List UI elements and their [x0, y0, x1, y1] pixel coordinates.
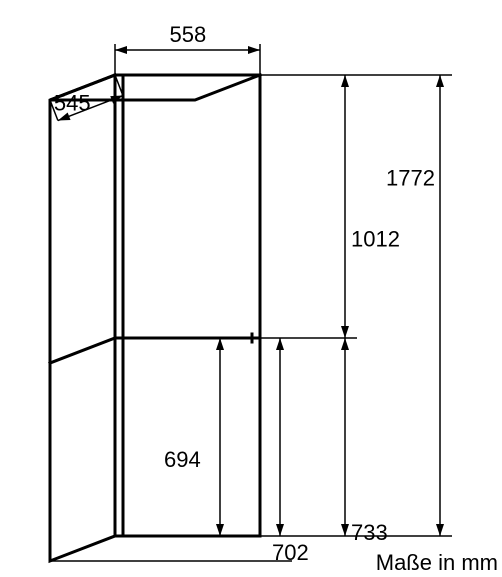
- units-caption: Maße in mm: [376, 550, 498, 575]
- dimension-label: 694: [164, 447, 201, 472]
- dimension-label: 1772: [386, 166, 435, 191]
- dimension-drawing: 558 545 1772 1012 733 702 694 Maße in mm: [0, 0, 502, 577]
- dimension-label: 1012: [351, 227, 400, 252]
- dimension-label: 733: [351, 520, 388, 545]
- dimension-label: 558: [170, 22, 207, 47]
- dimension-label: 545: [54, 91, 91, 116]
- dimension-label: 702: [272, 540, 309, 565]
